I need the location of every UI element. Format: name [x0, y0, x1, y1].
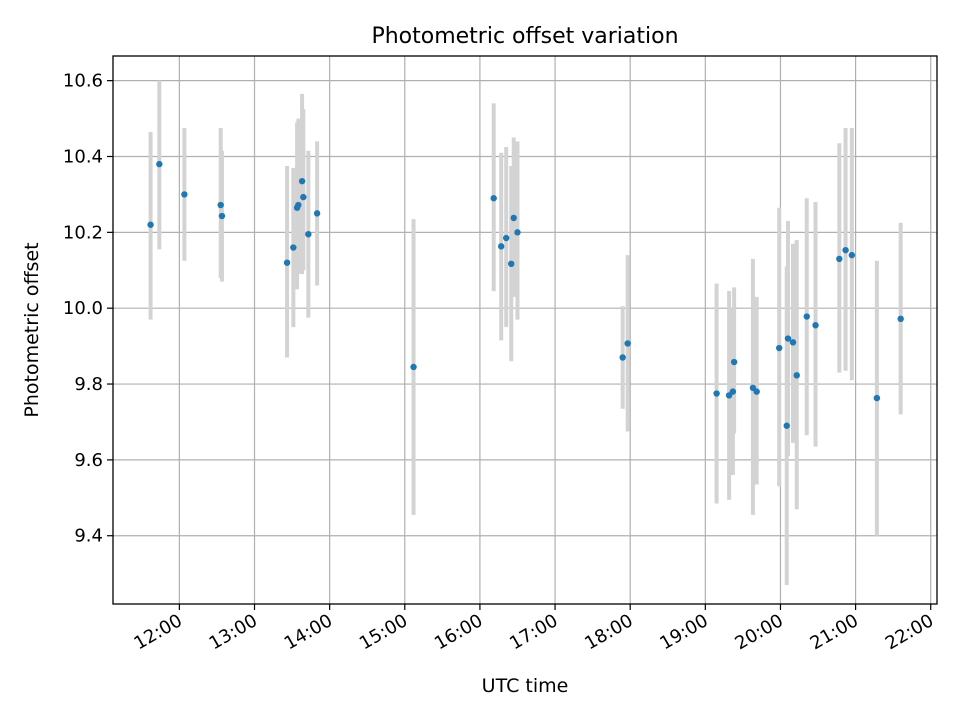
data-point: [730, 358, 738, 366]
data-point: [753, 388, 760, 395]
data-point: [776, 344, 783, 352]
data-point: [784, 335, 792, 342]
data-point: [218, 212, 226, 220]
data-point: [510, 214, 517, 222]
y-tick-label: 10.6: [63, 71, 103, 92]
y-tick-label: 9.8: [74, 374, 103, 395]
y-tick-label: 9.4: [74, 526, 103, 547]
chart-title: Photometric offset variation: [371, 24, 678, 49]
data-point: [283, 259, 291, 266]
data-point: [803, 313, 810, 320]
data-point: [498, 243, 505, 250]
data-point: [713, 390, 720, 397]
data-point: [514, 229, 521, 236]
y-tick-label: 10.4: [63, 146, 103, 167]
data-point: [793, 372, 800, 379]
data-point: [783, 422, 790, 429]
data-point: [305, 231, 312, 238]
data-point: [313, 210, 321, 217]
data-points: [147, 160, 904, 429]
x-axis-label: UTC time: [482, 675, 569, 697]
data-point: [729, 388, 737, 395]
data-point: [217, 201, 224, 209]
data-point: [300, 193, 307, 201]
data-point: [503, 234, 510, 242]
data-point: [410, 363, 417, 371]
y-tick-label: 10.0: [63, 298, 103, 319]
plot-frame: [112, 55, 938, 605]
data-point: [295, 201, 302, 209]
y-axis-label: Photometric offset: [21, 242, 43, 417]
data-point: [897, 315, 904, 323]
data-point: [290, 244, 297, 251]
data-point: [842, 246, 849, 254]
data-point: [156, 160, 163, 168]
y-tick-label: 9.6: [74, 450, 103, 471]
data-point: [490, 195, 497, 202]
data-point: [619, 354, 626, 361]
y-tick-label: 10.2: [63, 222, 103, 243]
data-point: [848, 251, 856, 259]
data-point: [508, 260, 515, 268]
data-point: [812, 322, 819, 329]
data-point: [873, 394, 881, 402]
data-point: [181, 191, 188, 198]
data-point: [147, 221, 154, 228]
data-point: [789, 339, 797, 346]
data-point: [298, 177, 306, 185]
data-point: [624, 340, 631, 347]
data-point: [836, 255, 843, 263]
grid-lines: [113, 56, 937, 604]
